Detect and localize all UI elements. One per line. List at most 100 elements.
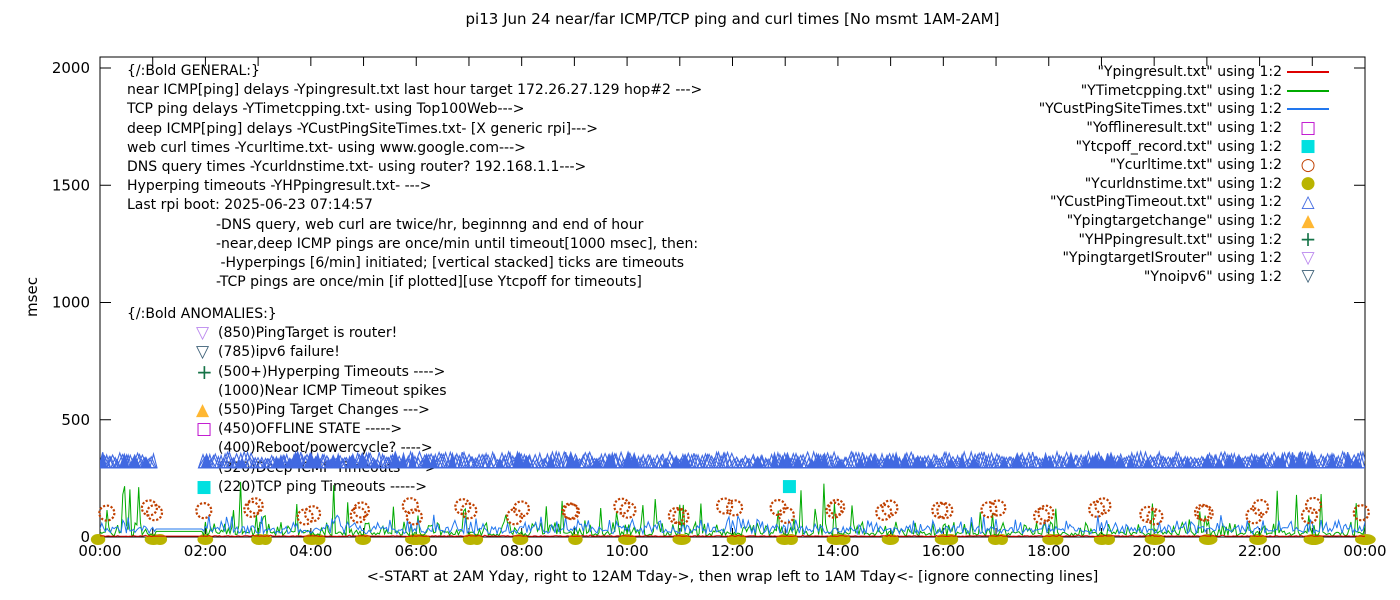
y-tick-label: 1000: [52, 294, 90, 312]
legend-item: "Ycurltime.txt" using 1:2 ○: [1039, 156, 1400, 175]
anomaly-item: (1000)Near ICMP Timeout spikes: [127, 382, 447, 401]
anomaly-item: ■ (220)TCP ping Timeouts ----->: [127, 478, 447, 497]
x-tick-label: 00:00: [78, 542, 121, 560]
general-line-0: {/:Bold GENERAL:}: [127, 63, 260, 79]
triangle-down-open-violet-icon: ▽: [1282, 247, 1334, 268]
general-line-10: -Hyperpings [6/min] initiated; [vertical…: [127, 255, 685, 272]
legend-label: "Ycurltime.txt" using 1:2: [1109, 157, 1282, 174]
red-line-swatch: [1282, 71, 1334, 74]
anomaly-item: ▽ (850)PingTarget is router!: [127, 324, 447, 343]
anomaly-item: ▽ (785)ipv6 failure!: [127, 343, 447, 362]
legend-label: "Ycurldnstime.txt" using 1:2: [1084, 175, 1282, 192]
legend-item: "YCustPingSiteTimes.txt" using 1:2: [1039, 100, 1400, 119]
x-tick-label: 22:00: [1238, 542, 1281, 560]
general-line-8: -DNS query, web curl are twice/hr, begin…: [127, 216, 644, 233]
legend-label: "Ypingresult.txt" using 1:2: [1097, 64, 1282, 81]
anomaly-text: (500+)Hyperping Timeouts ---->: [218, 363, 446, 380]
series-ytcpoff-record: [782, 480, 796, 494]
x-tick-label: 00:00: [1343, 542, 1386, 560]
triangle-up-open-blue-icon: △: [1282, 193, 1334, 211]
x-tick-label: 16:00: [922, 542, 965, 560]
general-line-11: -TCP pings are once/min [if plotted][use…: [127, 274, 642, 291]
square-open-magenta-icon: □: [1299, 117, 1317, 138]
x-tick-label: 06:00: [395, 542, 438, 560]
y-axis-label: msec: [23, 277, 41, 317]
legend-label: "YTimetcpping.txt" using 1:2: [1080, 82, 1282, 99]
green-line-swatch: [1287, 89, 1329, 92]
series-ycustpingtimeout: [100, 449, 1365, 469]
series-ycurldnstime: [90, 534, 1376, 545]
axes: 00:00 02:00 04:00 06:00 08:00 10:00 12:00 14:00…: [52, 56, 1387, 560]
triangle-down-open-steel-icon: ▽: [1301, 266, 1315, 287]
plus-green-icon: +: [1299, 227, 1317, 252]
anomaly-text: (220)TCP ping Timeouts ----->: [218, 478, 427, 495]
anomaly-text: (785)ipv6 failure!: [218, 344, 340, 361]
legend-label: "Ytcpoff_record.txt" using 1:2: [1075, 138, 1282, 155]
general-line-1: near ICMP[ping] delays -Ypingresult.txt …: [127, 82, 703, 99]
square-open-magenta-icon: □: [1282, 117, 1334, 138]
anomaly-text: (400)Reboot/powercycle? ---->: [218, 440, 433, 457]
x-tick-label: 20:00: [1133, 542, 1176, 560]
legend-item: "YCustPingTimeout.txt" using 1:2 △: [1039, 193, 1400, 212]
triangle-down-open-violet-icon: ▽: [196, 323, 210, 344]
circle-open-darkorange-icon: ○: [1300, 154, 1316, 175]
x-tick-label: 08:00: [500, 542, 543, 560]
legend-item: "YTimetcpping.txt" using 1:2: [1039, 82, 1400, 101]
legend-item: "YHPpingresult.txt" using 1:2 +: [1039, 227, 1400, 252]
general-line-7: Last rpi boot: 2025-06-23 07:14:57: [127, 197, 373, 214]
legend-label: "YpingtargetISrouter" using 1:2: [1062, 250, 1282, 267]
square-filled-cyan-icon: ■: [1299, 136, 1317, 157]
triangle-down-open-steel-icon: ▽: [1282, 268, 1334, 285]
legend-label: "Ynoipv6" using 1:2: [1143, 268, 1282, 285]
triangle-down-open-steel-icon: ▽: [196, 342, 210, 363]
plus-green-icon: +: [1282, 227, 1334, 252]
square-filled-cyan-icon: ■: [1282, 138, 1334, 155]
series-ycurltime: [98, 496, 1370, 526]
anomaly-text: (450)OFFLINE STATE ----->: [218, 421, 403, 438]
triangle-up-filled-orange-icon: ▲: [196, 400, 210, 421]
x-tick-label: 10:00: [605, 542, 648, 560]
x-tick-label: 12:00: [711, 542, 754, 560]
legend-item: "YpingtargetISrouter" using 1:2 ▽: [1039, 249, 1400, 268]
x-axis-label: <-START at 2AM Yday, right to 12AM Tday-…: [366, 569, 1099, 585]
legend-label: "YCustPingTimeout.txt" using 1:2: [1049, 194, 1282, 211]
square-filled-cyan-icon: ■: [196, 476, 213, 497]
legend-item: "Ynoipv6" using 1:2 ▽: [1039, 268, 1400, 287]
page-title: pi13 Jun 24 near/far ICMP/TCP ping and c…: [465, 10, 1000, 28]
circle-filled-olive-icon: ●: [1282, 175, 1334, 192]
circle-open-darkorange-icon: ○: [1282, 154, 1334, 175]
anomalies-header: {/:Bold ANOMALIES:}: [127, 306, 277, 322]
plus-green-icon: +: [196, 359, 213, 384]
green-line-swatch: [1282, 89, 1334, 92]
legend-item: "Ypingtargetchange" using 1:2 ▲: [1039, 212, 1400, 231]
y-tick-label: 0: [80, 528, 90, 546]
square-open-magenta-icon: □: [196, 419, 213, 440]
legend-label: "Ypingtargetchange" using 1:2: [1066, 213, 1282, 230]
triangle-up-filled-orange-icon: ▲: [1301, 210, 1315, 231]
legend-label: "Yofflineresult.txt" using 1:2: [1086, 120, 1282, 137]
red-line-swatch: [1287, 71, 1329, 74]
anomaly-item: ▲ (550)Ping Target Changes --->: [127, 401, 447, 420]
general-line-5: DNS query times -Ycurldnstime.txt- using…: [127, 159, 587, 176]
general-line-3: deep ICMP[ping] delays -YCustPingSiteTim…: [127, 120, 598, 137]
general-line-6: Hyperping timeouts -YHPpingresult.txt- -…: [127, 178, 432, 195]
anomaly-text: (550)Ping Target Changes --->: [218, 401, 430, 418]
legend-item: "Yofflineresult.txt" using 1:2 □: [1039, 119, 1400, 138]
anomaly-item: □ (450)OFFLINE STATE ----->: [127, 420, 447, 439]
y-tick-label: 2000: [52, 59, 90, 77]
anomaly-text: (1000)Near ICMP Timeout spikes: [218, 382, 447, 399]
circle-filled-olive-icon: ●: [1300, 173, 1316, 194]
general-line-9: -near,deep ICMP pings are once/min until…: [127, 235, 699, 252]
legend: "Ypingresult.txt" using 1:2 "YTimetcpping…: [1039, 63, 1400, 286]
triangle-up-filled-orange-icon: ▲: [1282, 210, 1334, 231]
series-ycustpingsitetimes: [100, 513, 1365, 536]
x-tick-label: 18:00: [1027, 542, 1070, 560]
triangle-down-open-violet-icon: ▽: [1301, 247, 1315, 268]
general-line-4: web curl times -Ycurltime.txt- using www…: [127, 139, 526, 156]
legend-label: "YCustPingSiteTimes.txt" using 1:2: [1038, 101, 1282, 118]
legend-label: "YHPpingresult.txt" using 1:2: [1078, 231, 1282, 248]
general-annotation-block: {/:Bold GENERAL:} near ICMP[ping] delays …: [127, 62, 702, 292]
anomaly-item: + (500+)Hyperping Timeouts ---->: [127, 359, 447, 384]
anomaly-text: (850)PingTarget is router!: [218, 325, 398, 342]
